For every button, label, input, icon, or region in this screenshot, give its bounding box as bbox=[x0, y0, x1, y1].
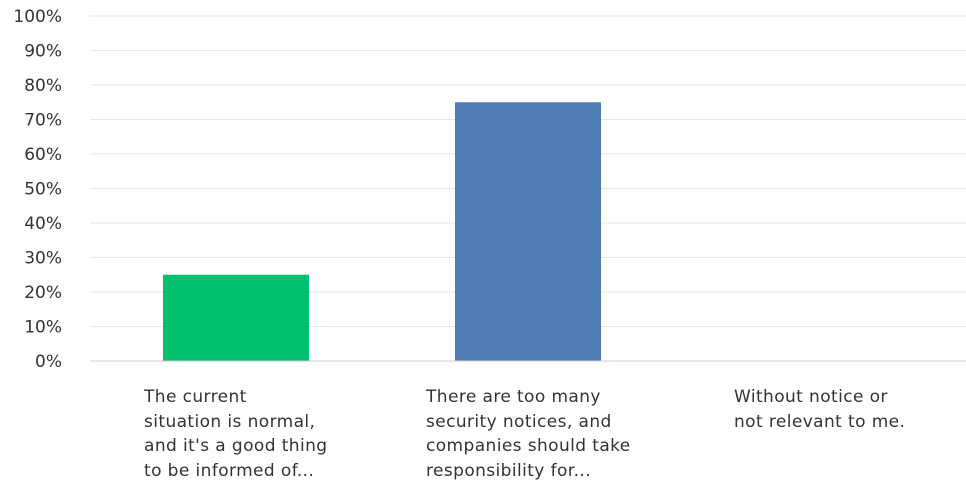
y-tick-label: 20% bbox=[24, 283, 62, 303]
category-label-3: Without notice or not relevant to me. bbox=[734, 387, 906, 432]
y-tick-label: 100% bbox=[13, 7, 62, 27]
y-tick-label: 10% bbox=[24, 318, 62, 338]
y-tick-label: 70% bbox=[24, 111, 62, 131]
y-tick-label: 40% bbox=[24, 214, 62, 234]
category-label-2: There are too many security notices, and… bbox=[426, 387, 631, 481]
y-tick-label: 30% bbox=[24, 249, 62, 269]
bar-1 bbox=[163, 274, 309, 361]
y-tick-label: 0% bbox=[35, 352, 62, 372]
y-axis-ticks: 0% 10% 20% 30% 40% 50% 60% 70% 80% 90% 100% bbox=[13, 7, 62, 372]
y-tick-label: 50% bbox=[24, 180, 62, 200]
y-tick-label: 90% bbox=[24, 42, 62, 62]
y-tick-label: 60% bbox=[24, 145, 62, 165]
y-tick-label: 80% bbox=[24, 76, 62, 96]
category-label-1: The current situation is normal, and it'… bbox=[144, 387, 328, 481]
bars bbox=[163, 102, 601, 361]
bar-2 bbox=[455, 102, 601, 361]
